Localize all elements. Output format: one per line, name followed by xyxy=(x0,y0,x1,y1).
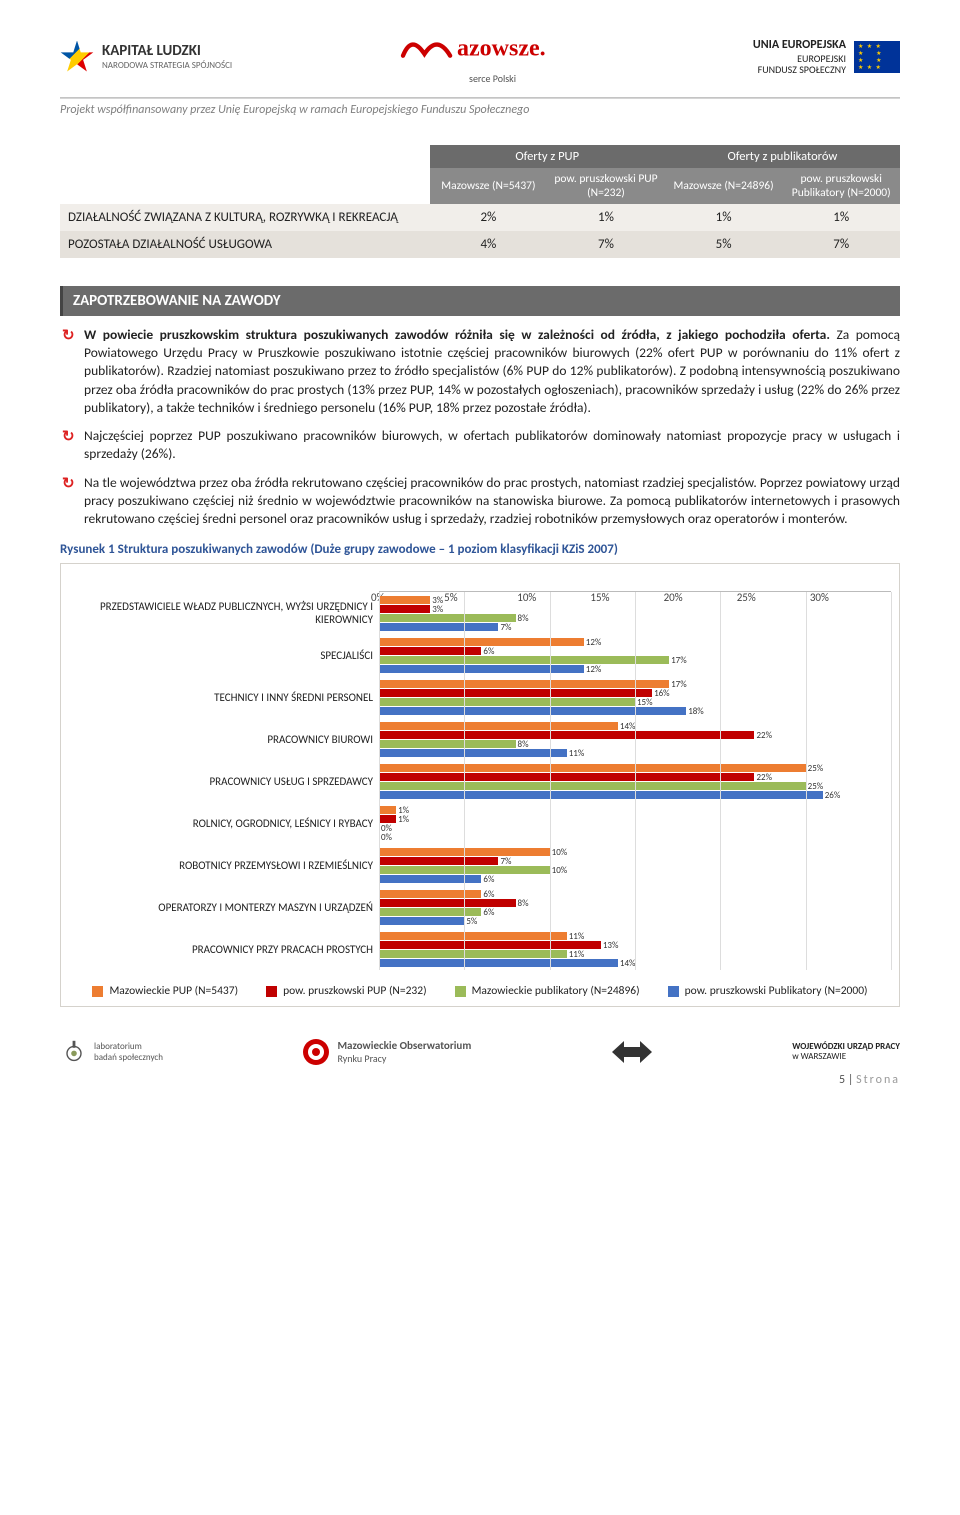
svg-text:azowsze.: azowsze. xyxy=(457,36,546,62)
chart-y-labels: PRZEDSTAWICIELE WŁADZ PUBLICZNYCH, WYŻSI… xyxy=(69,574,379,970)
row1-label: DZIAŁALNOŚĆ ZWIĄZANA Z KULTURĄ, ROZRYWKĄ… xyxy=(60,204,430,231)
chart-container: PRZEDSTAWICIELE WŁADZ PUBLICZNYCH, WYŻSI… xyxy=(60,563,900,1007)
chart-legend: Mazowieckie PUP (N=5437) pow. pruszkowsk… xyxy=(69,984,891,998)
logo-mazowsze: azowsze. serce Polski xyxy=(393,30,593,85)
legend-item-1: Mazowieckie PUP (N=5437) xyxy=(92,984,238,998)
legend-item-3: Mazowieckie publikatory (N=24896) xyxy=(455,984,640,998)
eu-flag-icon xyxy=(854,41,900,73)
logo-kapital-ludzki: KAPITAŁ LUDZKI NARODOWA STRATEGIA SPÓJNO… xyxy=(60,41,232,75)
chart-x-axis: 0%5%10%15%20%25%30% xyxy=(379,574,891,592)
bullet-list: W powiecie pruszkowskim struktura poszuk… xyxy=(60,326,900,528)
legend-item-4: pow. pruszkowski Publikatory (N=2000) xyxy=(668,984,868,998)
logo-lbs: laboratoriumbadań społecznych xyxy=(60,1038,163,1066)
row2-label: POZOSTAŁA DZIAŁALNOŚĆ USŁUGOWA xyxy=(60,231,430,258)
th-maz-pup: Mazowsze (N=5437) xyxy=(430,168,548,204)
logo-wup: WOJEWÓDZKI URZĄD PRACY w WARSZAWIE xyxy=(792,1042,900,1062)
kl-title: KAPITAŁ LUDZKI xyxy=(102,44,232,60)
header-logos: KAPITAŁ LUDZKI NARODOWA STRATEGIA SPÓJNO… xyxy=(60,30,900,85)
th-pub: Oferty z publikatorów xyxy=(665,145,900,168)
project-note: Projekt współfinansowany przez Unię Euro… xyxy=(60,103,900,117)
table-row: DZIAŁALNOŚĆ ZWIĄZANA Z KULTURĄ, ROZRYWKĄ… xyxy=(60,204,900,231)
kl-star-icon xyxy=(60,41,94,75)
bullet-3: Na tle województwa przez oba źródła rekr… xyxy=(60,474,900,529)
th-maz-pub: Mazowsze (N=24896) xyxy=(665,168,783,204)
eu-line1: UNIA EUROPEJSKA xyxy=(753,39,846,53)
offers-table: Oferty z PUP Oferty z publikatorów Mazow… xyxy=(60,145,900,258)
th-pow-pup: pow. pruszkowski PUP (N=232) xyxy=(547,168,665,204)
logo-eu: UNIA EUROPEJSKA EUROPEJSKI FUNDUSZ SPOŁE… xyxy=(753,39,900,76)
bullet-2: Najczęściej poprzez PUP poszukiwano prac… xyxy=(60,427,900,463)
th-pup: Oferty z PUP xyxy=(430,145,665,168)
bullet-1: W powiecie pruszkowskim struktura poszuk… xyxy=(60,326,900,417)
logo-morp: Mazowieckie ObserwatoriumRynku Pracy xyxy=(301,1037,471,1067)
section-title: ZAPOTRZEBOWANIE NA ZAWODY xyxy=(60,286,900,316)
legend-item-2: pow. pruszkowski PUP (N=232) xyxy=(266,984,427,998)
page-number: 5 | Strona xyxy=(60,1073,900,1087)
header-divider xyxy=(60,97,900,99)
eu-line3: FUNDUSZ SPOŁECZNY xyxy=(753,64,846,76)
footer-logos: laboratoriumbadań społecznych Mazowiecki… xyxy=(60,1037,900,1067)
maz-subtitle: serce Polski xyxy=(469,72,516,85)
chart-title: Rysunek 1 Struktura poszukiwanych zawodó… xyxy=(60,542,900,557)
th-pow-pub: pow. pruszkowski Publikatory (N=2000) xyxy=(782,168,900,204)
kl-subtitle: NARODOWA STRATEGIA SPÓJNOŚCI xyxy=(102,60,232,71)
table-row: POZOSTAŁA DZIAŁALNOŚĆ USŁUGOWA 4% 7% 5% … xyxy=(60,231,900,258)
logo-arrows xyxy=(610,1037,654,1067)
